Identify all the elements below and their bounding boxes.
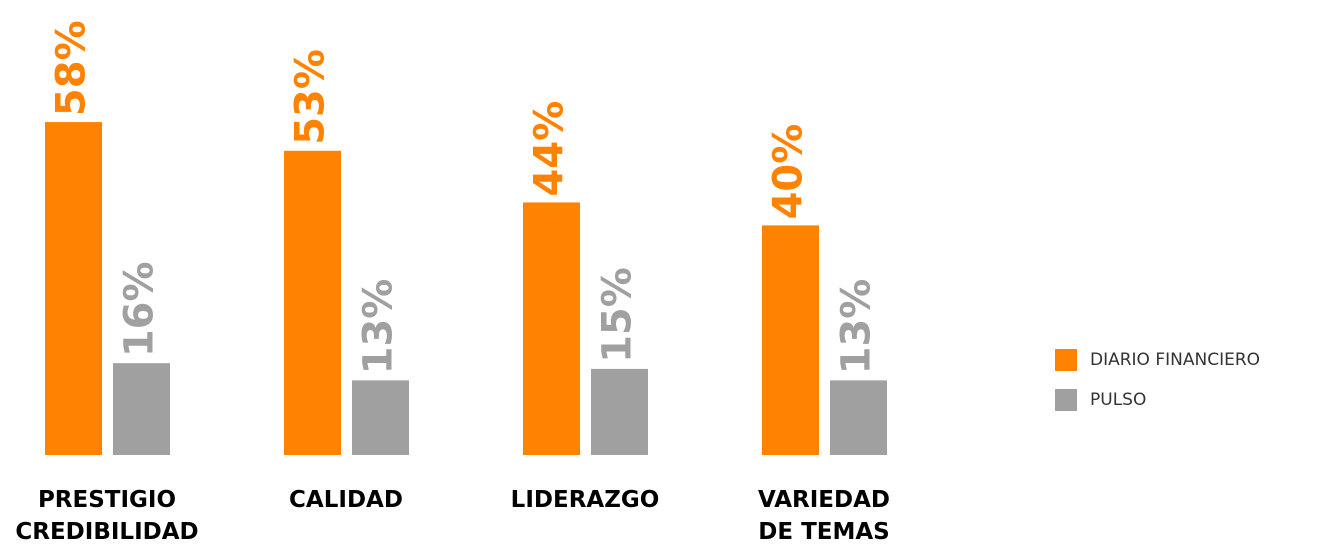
value-label: 13% — [834, 279, 880, 375]
bar — [113, 363, 170, 455]
bar — [830, 380, 887, 455]
legend-swatch — [1055, 349, 1077, 371]
value-label: 15% — [595, 267, 641, 363]
value-label: 53% — [288, 49, 334, 145]
legend-swatch — [1055, 389, 1077, 411]
bar — [762, 225, 819, 455]
bar — [352, 380, 409, 455]
value-label: 40% — [766, 124, 812, 220]
category-label: LIDERAZGO — [510, 487, 660, 513]
category-label: PRESTIGIO CREDIBILIDAD — [15, 487, 199, 545]
bar — [523, 202, 580, 455]
value-label: 58% — [49, 20, 95, 116]
value-label: 44% — [527, 101, 573, 197]
bar — [45, 122, 102, 455]
bar — [591, 368, 648, 455]
value-label: 13% — [356, 279, 402, 375]
bar — [284, 150, 341, 455]
legend-label: DIARIO FINANCIERO — [1090, 350, 1260, 370]
category-label: VARIEDAD DE TEMAS — [757, 487, 890, 545]
value-label: 16% — [117, 261, 163, 357]
category-label: CALIDAD — [289, 487, 403, 513]
legend-label: PULSO — [1090, 390, 1146, 410]
